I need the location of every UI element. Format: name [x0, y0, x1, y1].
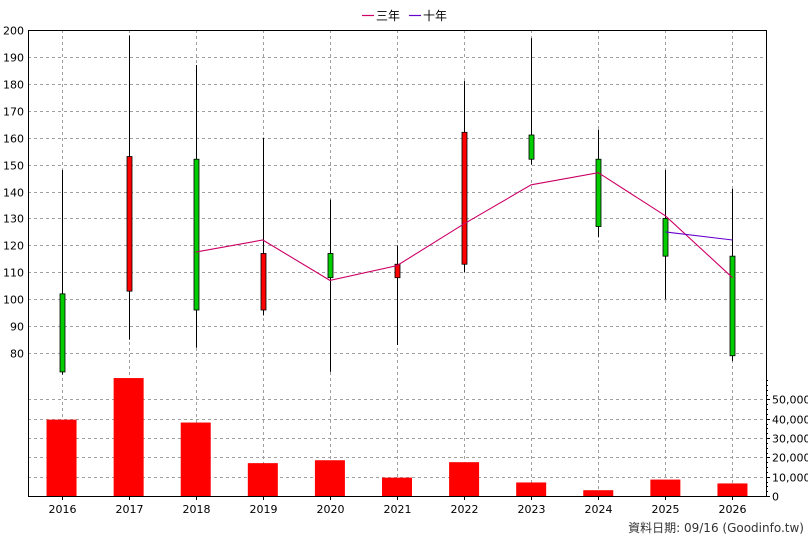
year-tick-label: 2022: [451, 503, 479, 516]
volume-bar: [516, 482, 547, 496]
data-date-credit: 資料日期: 09/16 (Goodinfo.tw): [628, 521, 804, 535]
price-tick-label: 130: [3, 213, 24, 226]
volume-tick-label: 20,000: [772, 452, 808, 465]
year-tick-label: 2017: [116, 503, 144, 516]
price-tick-label: 100: [3, 294, 24, 307]
year-tick-label: 2021: [384, 503, 412, 516]
price-tick-label: 190: [3, 52, 24, 65]
volume-bar: [113, 378, 144, 496]
year-tick-label: 2026: [719, 503, 747, 516]
candle-body: [394, 263, 401, 279]
year-tick-label: 2020: [317, 503, 345, 516]
volume-bar: [449, 462, 480, 496]
year-tick-label: 2025: [652, 503, 680, 516]
candle-body: [461, 131, 468, 265]
candle-body: [193, 158, 200, 311]
candle-body: [126, 156, 133, 292]
year-tick-label: 2018: [183, 503, 211, 516]
candle-body: [729, 255, 736, 357]
candle-body: [59, 293, 66, 373]
legend: 三年 十年: [362, 9, 447, 23]
candle-body: [260, 253, 267, 311]
legend-label: 十年: [423, 9, 447, 23]
price-tick-label: 180: [3, 79, 24, 92]
price-tick-label: 200: [3, 25, 24, 38]
candle-body: [595, 158, 602, 227]
candles: [59, 35, 736, 375]
price-tick-label: 120: [3, 240, 24, 253]
volume-bar: [46, 419, 77, 496]
year-tick-label: 2023: [518, 503, 546, 516]
volume-bar: [717, 483, 748, 496]
price-tick-label: 160: [3, 133, 24, 146]
price-tick-label: 90: [10, 321, 24, 334]
candle-body: [528, 134, 535, 160]
volume-bar: [247, 463, 278, 496]
year-tick-label: 2024: [585, 503, 613, 516]
volume-bars: [46, 378, 748, 496]
price-tick-label: 170: [3, 106, 24, 119]
year-tick-label: 2019: [250, 503, 278, 516]
volume-tick-label: 50,000: [772, 394, 808, 407]
volume-bar: [382, 477, 412, 496]
axis-labels: 80 90 100 110 120 130 140 150 160 170 180 190 200 0 10…: [3, 25, 808, 517]
year-tick-label: 2016: [49, 503, 77, 516]
volume-bar: [180, 422, 211, 496]
volume-tick-label: 10,000: [772, 472, 808, 485]
average-line: [195, 172, 733, 281]
price-tick-label: 140: [3, 187, 24, 200]
average-lines: [195, 172, 733, 281]
average-line: [665, 231, 733, 241]
candle-body: [662, 218, 669, 257]
price-tick-label: 150: [3, 160, 24, 173]
volume-bar: [583, 490, 614, 496]
legend-label: 三年: [376, 9, 400, 23]
volume-tick-label: 40,000: [772, 414, 808, 427]
volume-tick-label: 0: [772, 491, 779, 504]
price-tick-label: 110: [3, 267, 24, 280]
volume-bar: [314, 460, 345, 496]
volume-bar: [650, 479, 681, 496]
price-tick-label: 80: [10, 348, 24, 361]
candle-body: [327, 253, 334, 279]
volume-tick-label: 30,000: [772, 433, 808, 446]
